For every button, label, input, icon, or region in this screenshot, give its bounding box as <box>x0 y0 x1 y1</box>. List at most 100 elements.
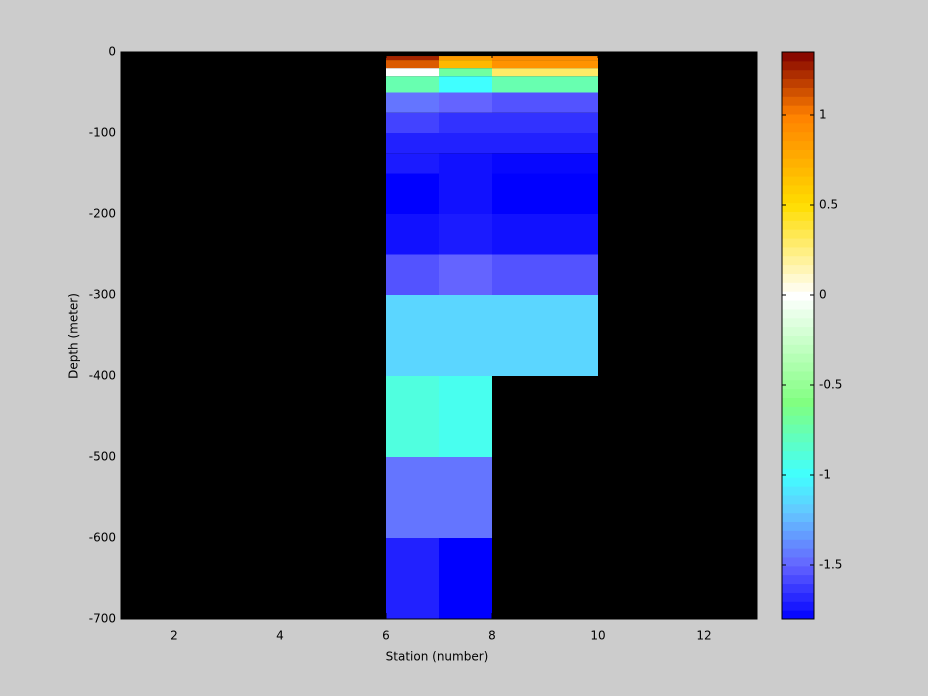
colorbar-tick-label: 1 <box>819 108 827 122</box>
heatmap-cell <box>386 376 439 457</box>
x-tick-label: 10 <box>590 629 605 643</box>
colorbar-swatch <box>782 308 814 319</box>
colorbar-swatch <box>782 468 814 478</box>
heatmap-cell <box>439 214 492 255</box>
colorbar-swatch <box>782 114 814 124</box>
colorbar-swatch <box>782 335 814 345</box>
heatmap-cell <box>439 112 492 133</box>
heatmap-cell <box>492 68 598 77</box>
heatmap-cell <box>439 133 492 154</box>
y-tick-label: -100 <box>89 126 116 140</box>
heatmap-cell <box>439 538 492 619</box>
heatmap-cell <box>386 173 439 214</box>
colorbar-swatch <box>782 397 814 407</box>
heatmap-cell <box>386 538 439 619</box>
colorbar-frame <box>781 51 815 620</box>
heatmap-cell <box>492 173 598 214</box>
heatmap-cell <box>386 254 439 295</box>
colorbar-swatch <box>782 370 814 381</box>
colorbar-swatch <box>782 379 814 390</box>
colorbar-swatch <box>782 193 814 204</box>
colorbar-swatch <box>782 415 814 425</box>
colorbar-swatch <box>782 176 814 186</box>
colorbar-swatch <box>782 220 814 230</box>
heatmap-cell <box>386 112 439 133</box>
colorbar-swatch <box>782 158 814 168</box>
colorbar-swatch <box>782 583 814 593</box>
colorbar-swatch <box>782 60 814 71</box>
heatmap-cell <box>439 76 492 93</box>
colorbar-swatch <box>782 317 814 328</box>
colorbar-swatch <box>782 211 814 221</box>
colorbar-swatch <box>782 246 814 257</box>
colorbar-tick-label: -0.5 <box>819 378 842 392</box>
x-tick-label: 2 <box>170 629 178 643</box>
colorbar-swatch <box>782 78 814 88</box>
colorbar-swatch <box>782 539 814 549</box>
y-tick-label: -300 <box>89 288 116 302</box>
colorbar-swatch <box>782 406 814 416</box>
heatmap-cell <box>492 153 598 174</box>
colorbar-swatch <box>782 432 814 443</box>
colorbar-swatch <box>782 131 814 142</box>
colorbar-swatch <box>782 610 814 620</box>
colorbar-swatch <box>782 450 814 461</box>
colorbar-swatch <box>782 202 814 212</box>
heatmap-cell <box>439 153 492 174</box>
colorbar-swatch <box>782 149 814 159</box>
x-tick-label: 12 <box>696 629 711 643</box>
colorbar-swatch <box>782 556 814 567</box>
colorbar-swatch <box>782 494 814 505</box>
colorbar-swatch <box>782 592 814 602</box>
heatmap-cell <box>439 92 492 113</box>
colorbar-swatch <box>782 105 814 115</box>
heatmap-cell <box>386 60 439 69</box>
colorbar-swatch <box>782 548 814 558</box>
heatmap-cell <box>386 214 439 255</box>
colorbar-swatch <box>782 441 814 452</box>
colorbar-swatch <box>782 565 814 576</box>
colorbar-swatch <box>782 282 814 292</box>
heatmap-cell <box>439 173 492 214</box>
heatmap-cell <box>439 376 492 457</box>
heatmap-cell <box>386 295 439 376</box>
x-tick-label: 4 <box>276 629 284 643</box>
colorbar-swatch <box>782 264 814 274</box>
x-tick-label: 8 <box>488 629 496 643</box>
heatmap-cell <box>439 60 492 69</box>
colorbar-swatch <box>782 574 814 585</box>
y-tick-label: -200 <box>89 207 116 221</box>
colorbar-tick-label: 0.5 <box>819 198 838 212</box>
colorbar-swatch <box>782 388 814 399</box>
heatmap-cell <box>492 112 598 133</box>
y-tick-label: -500 <box>89 450 116 464</box>
heatmap-cell <box>492 76 598 93</box>
y-axis-label: Depth (meter) <box>67 293 81 379</box>
colorbar-swatch <box>782 362 814 372</box>
heatmap-cell <box>439 254 492 295</box>
colorbar-tick-label: -1 <box>819 468 831 482</box>
y-tick-label: -400 <box>89 369 116 383</box>
x-axis-label: Station (number) <box>386 650 489 664</box>
colorbar-swatch <box>782 424 814 434</box>
colorbar-swatch <box>782 184 814 195</box>
colorbar-tick-label: -1.5 <box>819 558 842 572</box>
colorbar-swatch <box>782 291 814 301</box>
heatmap-cell <box>386 153 439 174</box>
colorbar-swatch <box>782 52 814 62</box>
heatmap-cell <box>386 92 439 113</box>
heatmap-cell <box>439 68 492 77</box>
colorbar-swatch <box>782 255 814 266</box>
heatmap-cell <box>386 56 439 61</box>
heatmap-cell <box>386 68 439 77</box>
colorbar-swatch <box>782 229 814 239</box>
heatmap-cell <box>386 76 439 93</box>
colorbar-swatch <box>782 140 814 150</box>
heatmap-cell <box>492 92 598 113</box>
y-tick-label: 0 <box>108 45 116 59</box>
colorbar-tick-label: 0 <box>819 288 827 302</box>
colorbar-swatch <box>782 503 814 514</box>
colorbar-swatch <box>782 96 814 106</box>
colorbar-swatch <box>782 512 814 523</box>
